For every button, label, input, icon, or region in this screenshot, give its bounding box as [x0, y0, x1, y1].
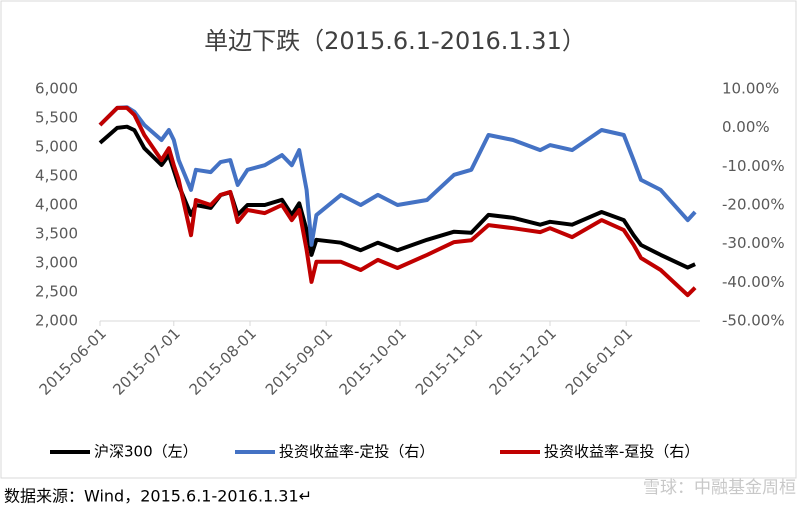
y-tick-label: 3,500: [35, 225, 78, 243]
series-line: [98, 105, 697, 298]
y2-tick-label: 0.00%: [722, 118, 770, 136]
y2-tick-label: -30.00%: [722, 234, 785, 252]
legend-label: 投资收益率-定投（右）: [279, 443, 434, 461]
y-tick-label: 5,000: [35, 138, 78, 156]
legend-label: 投资收益率-趸投（右）: [544, 443, 699, 461]
chart-frame: [0, 0, 797, 479]
y-tick-label: 4,500: [35, 167, 78, 185]
source-note: 数据来源：Wind，2015.6.1-2016.1.31↵: [4, 487, 312, 506]
watermark: 雪球：中融基金周桓: [643, 478, 796, 498]
chart-title: 单边下跌（2015.6.1-2016.1.31）: [204, 27, 586, 55]
y-tick-label: 2,000: [35, 312, 78, 330]
y-tick-label: 4,000: [35, 196, 78, 214]
y-tick-label: 5,500: [35, 109, 78, 127]
y2-tick-label: -20.00%: [722, 196, 785, 214]
y2-tick-label: 10.00%: [722, 80, 779, 98]
y2-tick-label: -40.00%: [722, 273, 785, 291]
y-tick-label: 2,500: [35, 283, 78, 301]
series-line: [98, 105, 697, 247]
y2-tick-label: -10.00%: [722, 157, 785, 175]
y-tick-label: 6,000: [35, 80, 78, 98]
legend-label: 沪深300（左）: [94, 443, 198, 461]
y-tick-label: 3,000: [35, 254, 78, 272]
y2-tick-label: -50.00%: [722, 312, 785, 330]
